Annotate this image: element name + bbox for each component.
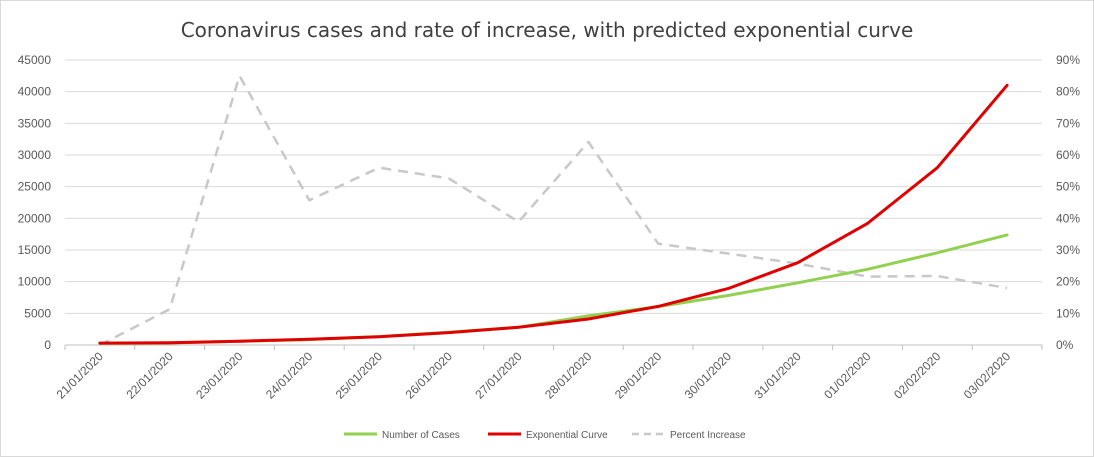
series-line-exponential-curve — [98, 83, 1009, 345]
x-axis-tick-label: 30/01/2020 — [682, 349, 735, 402]
left-axis-tick-label: 20000 — [18, 211, 52, 225]
x-axis-tick-label: 22/01/2020 — [123, 349, 176, 402]
left-axis: 0 5000 10000 15000 20000 25000 30000 35000 40000… — [18, 53, 52, 352]
right-axis-tick-label: 30% — [1056, 243, 1080, 257]
legend-label: Percent Increase — [670, 430, 746, 441]
x-axis: 21/01/2020 22/01/2020 23/01/2020 24/01/2020… — [54, 345, 1043, 402]
x-axis-tick-label: 25/01/2020 — [333, 349, 386, 402]
series-line-number-of-cases — [98, 233, 1009, 345]
right-axis-tick-label: 10% — [1056, 306, 1080, 320]
right-axis: 0% 10% 20% 30% 40% 50% 60% 70% 80% 90% — [1056, 53, 1080, 352]
right-axis-tick-label: 40% — [1056, 211, 1080, 225]
x-axis-tick-label: 23/01/2020 — [193, 349, 246, 402]
x-axis-tick-label: 24/01/2020 — [263, 349, 316, 402]
chart-title: Coronavirus cases and rate of increase, … — [181, 18, 914, 42]
legend-label: Exponential Curve — [526, 430, 608, 441]
right-axis-tick-label: 0% — [1056, 338, 1074, 352]
x-axis-tick-label: 31/01/2020 — [752, 349, 805, 402]
series-line-percent-increase — [99, 74, 1008, 347]
left-axis-tick-label: 25000 — [18, 180, 52, 194]
left-axis-tick-label: 35000 — [18, 116, 52, 130]
right-axis-tick-label: 90% — [1056, 53, 1080, 67]
legend: Number of Cases Exponential Curve Percent … — [344, 430, 746, 441]
x-axis-tick-label: 01/02/2020 — [821, 349, 874, 402]
right-axis-tick-label: 70% — [1056, 116, 1080, 130]
x-axis-tick-label: 27/01/2020 — [472, 349, 525, 402]
x-axis-tick-label: 26/01/2020 — [403, 349, 456, 402]
right-axis-tick-label: 80% — [1056, 85, 1080, 99]
left-axis-tick-label: 40000 — [18, 85, 52, 99]
left-axis-tick-label: 45000 — [18, 53, 52, 67]
x-axis-tick-label: 28/01/2020 — [542, 349, 595, 402]
x-axis-tick-label: 03/02/2020 — [961, 349, 1014, 402]
legend-label: Number of Cases — [382, 430, 460, 441]
x-axis-tick-label: 02/02/2020 — [891, 349, 944, 402]
left-axis-tick-label: 15000 — [18, 243, 52, 257]
left-axis-tick-label: 10000 — [18, 275, 52, 289]
left-axis-tick-label: 30000 — [18, 148, 52, 162]
series — [98, 74, 1009, 347]
left-axis-tick-label: 0 — [44, 338, 51, 352]
gridlines — [65, 59, 1042, 346]
x-axis-tick-label: 29/01/2020 — [612, 349, 665, 402]
x-axis-tick-label: 21/01/2020 — [54, 349, 107, 402]
right-axis-tick-label: 60% — [1056, 148, 1080, 162]
right-axis-tick-label: 50% — [1056, 180, 1080, 194]
left-axis-tick-label: 5000 — [24, 306, 51, 320]
right-axis-tick-label: 20% — [1056, 275, 1080, 289]
